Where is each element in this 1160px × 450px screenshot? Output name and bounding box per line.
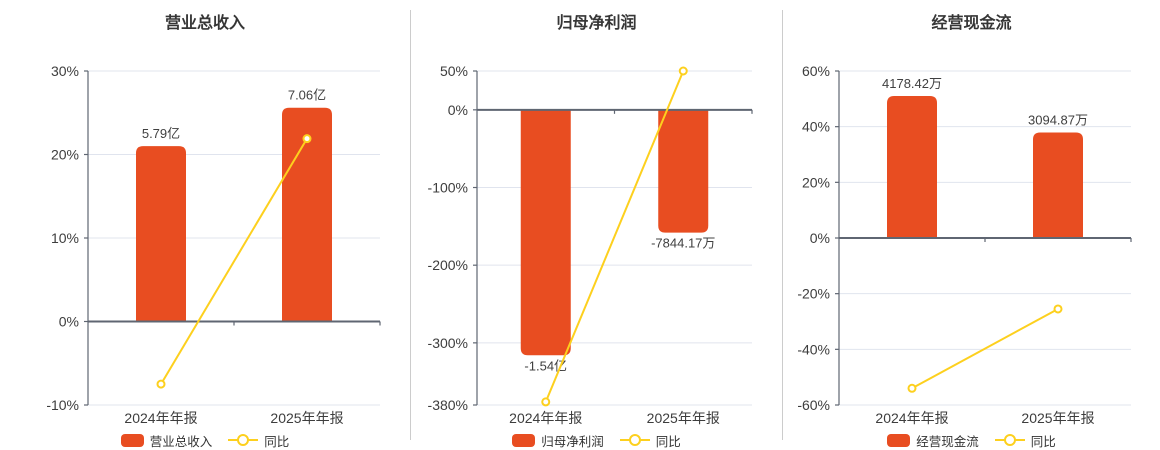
chart-canvas-cashflow: 4178.42万 3094.87万 60% 40% 20% 0% -20% -40% -60% 2…: [797, 63, 1132, 426]
yoy-line: [160, 138, 308, 385]
legend-item-line-series[interactable]: 同比: [228, 431, 289, 450]
y-tick-label: -10%: [46, 397, 79, 413]
legend-line-label: 同比: [655, 434, 681, 449]
y-tick-label: 20%: [51, 147, 79, 163]
chart-title-net-profit: 归母净利润: [556, 15, 637, 32]
yoy-line-point-2024年年报[interactable]: [156, 379, 166, 389]
y-tick-label: 50%: [440, 63, 468, 79]
legend-bar-label: 归母净利润: [541, 434, 604, 449]
legend-cashflow: 经营现金流 同比: [783, 430, 1160, 450]
bar-value-label: 4178.42万: [882, 76, 942, 91]
x-category-label: 2024年年报: [509, 410, 582, 426]
bar-value-label: 5.79亿: [142, 126, 180, 141]
y-tick-label: -300%: [428, 335, 468, 351]
legend-item-bar-series[interactable]: 经营现金流: [887, 431, 979, 450]
y-tick-label: 20%: [802, 174, 830, 190]
line-series-marker-icon: [994, 434, 1025, 446]
legend-bar-label: 经营现金流: [916, 434, 979, 449]
y-tick-label: -60%: [797, 397, 830, 413]
y-tick-label: 0%: [59, 314, 79, 330]
x-category-label: 2024年年报: [875, 410, 948, 426]
bar-value-label: 7.06亿: [288, 88, 326, 103]
bar-2024年年报[interactable]: [520, 109, 571, 356]
bar-value-label: -1.54亿: [524, 358, 567, 373]
y-tick-label: 10%: [51, 230, 79, 246]
panel-revenue: 营业总收入 5.79亿 7.06亿 30% 20% 10% 0% -10% 2024年年报 20…: [0, 0, 410, 450]
y-tick-label: -200%: [428, 257, 468, 273]
panel-operating-cashflow: 经营现金流 4178.42万 3094.87万 60% 40% 20% 0% -20% -40…: [783, 0, 1160, 450]
bar-value-label: 3094.87万: [1028, 113, 1088, 128]
legend-item-bar-series[interactable]: 归母净利润: [512, 431, 604, 450]
bar-series-swatch-icon: [120, 433, 144, 447]
y-tick-label: -20%: [797, 286, 830, 302]
y-tick-label: -380%: [428, 397, 468, 413]
x-category-label: 2025年年报: [270, 410, 343, 426]
x-category-label: 2025年年报: [647, 410, 720, 426]
chart-title-revenue: 营业总收入: [164, 15, 245, 32]
line-series-marker-icon: [619, 434, 650, 446]
x-category-label: 2025年年报: [1021, 410, 1094, 426]
y-tick-label: 40%: [802, 119, 830, 135]
yoy-line: [911, 308, 1059, 390]
legend-line-label: 同比: [1030, 434, 1056, 449]
legend-bar-label: 营业总收入: [149, 434, 213, 449]
legend-item-bar-series[interactable]: 营业总收入: [120, 431, 213, 450]
bar-series-swatch-icon: [887, 433, 911, 447]
yoy-line-point-2025年年报[interactable]: [678, 66, 688, 76]
y-tick-label: 30%: [51, 63, 79, 79]
chart-canvas-net-profit: -1.54亿 -7844.17万 50% 0% -100% -200% -300% -380%…: [428, 63, 753, 426]
legend-item-line-series[interactable]: 同比: [619, 431, 681, 450]
yoy-line-point-2024年年报[interactable]: [907, 383, 917, 393]
y-tick-label: 60%: [802, 63, 830, 79]
bar-2025年年报[interactable]: [1033, 132, 1083, 238]
bar-2024年年报[interactable]: [136, 146, 186, 322]
yoy-line-point-2024年年报[interactable]: [541, 397, 551, 407]
bar-series-swatch-icon: [512, 433, 536, 447]
legend-net-profit: 归母净利润 同比: [411, 430, 782, 450]
chart-title-cashflow: 经营现金流: [931, 15, 1012, 32]
yoy-line-point-2025年年报[interactable]: [302, 134, 312, 144]
legend-item-line-series[interactable]: 同比: [994, 431, 1056, 450]
y-tick-label: 0%: [448, 102, 468, 118]
y-tick-label: -100%: [428, 180, 468, 196]
panel-net-profit: 归母净利润 -1.54亿 -7844.17万 50% 0% -100% -200% -300…: [411, 0, 782, 450]
panel-divider: [782, 10, 783, 440]
yoy-line-point-2025年年报[interactable]: [1053, 304, 1063, 314]
chart-canvas-revenue: 5.79亿 7.06亿 30% 20% 10% 0% -10% 2024年年报 2025年年报: [46, 63, 381, 426]
legend-revenue: 营业总收入 同比: [0, 430, 410, 450]
panel-divider: [410, 10, 411, 440]
legend-line-label: 同比: [264, 434, 290, 449]
bar-value-label: -7844.17万: [651, 236, 715, 251]
y-tick-label: -40%: [797, 341, 830, 357]
x-category-label: 2024年年报: [124, 410, 197, 426]
line-series-marker-icon: [228, 434, 259, 446]
bar-2024年年报[interactable]: [887, 96, 937, 238]
bar-2025年年报[interactable]: [658, 109, 709, 233]
y-tick-label: 0%: [810, 230, 830, 246]
yoy-line: [544, 70, 685, 403]
